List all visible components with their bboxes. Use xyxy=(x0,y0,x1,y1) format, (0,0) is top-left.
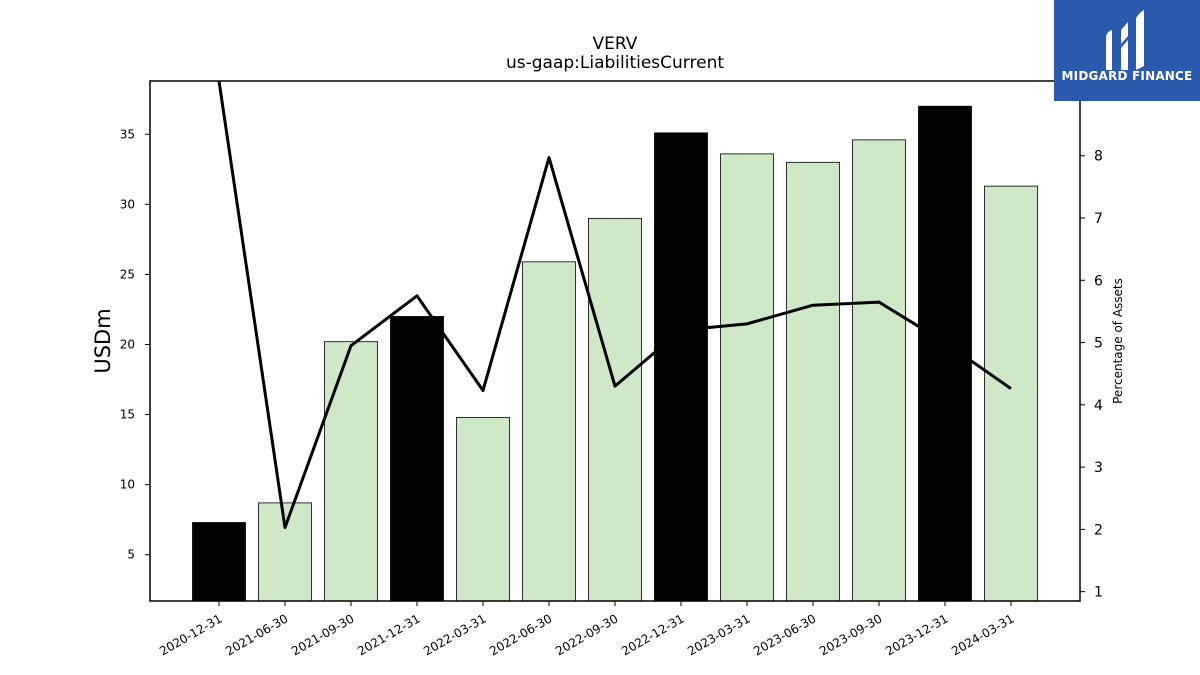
x-tick-label-2023-03-31: 2023-03-31 xyxy=(685,611,752,658)
midgard-finance-logo: MIDGARD FINANCE xyxy=(1054,0,1200,101)
bar-2022-12-31 xyxy=(654,132,708,602)
y-tick-label-10: 10 xyxy=(120,478,135,492)
x-tick-label-2021-06-30: 2021-06-30 xyxy=(223,611,290,658)
bar-2023-12-31 xyxy=(918,105,972,602)
x-tick-label-2024-03-31: 2024-03-31 xyxy=(949,611,1016,658)
y-tick-label-15: 15 xyxy=(120,408,135,422)
chart-title: VERV xyxy=(593,34,638,54)
x-tick-label-2021-09-30: 2021-09-30 xyxy=(289,611,356,658)
x-tick-label-2023-09-30: 2023-09-30 xyxy=(817,611,884,658)
logo-mark-icon xyxy=(1106,10,1144,70)
y-right-tick-label-4: 4 xyxy=(1094,398,1103,414)
x-tick-label-2022-12-31: 2022-12-31 xyxy=(619,611,686,658)
logo-text: MIDGARD FINANCE xyxy=(1061,69,1193,83)
y-right-tick-label-3: 3 xyxy=(1094,460,1103,476)
y-right-tick-label-6: 6 xyxy=(1094,273,1103,289)
x-tick-label-2021-12-31: 2021-12-31 xyxy=(355,611,422,658)
y-tick-label-20: 20 xyxy=(120,338,135,352)
bar-2021-09-30 xyxy=(324,341,378,602)
y-tick-label-30: 30 xyxy=(120,197,135,211)
line-layer xyxy=(217,81,1012,530)
x-tick-label-2023-12-31: 2023-12-31 xyxy=(883,611,950,658)
y-axis-label: USDm xyxy=(91,308,115,373)
bar-2022-09-30 xyxy=(588,217,642,602)
y-tick-label-5: 5 xyxy=(127,548,135,562)
y-right-tick-label-2: 2 xyxy=(1094,522,1103,538)
y-right-tick-label-5: 5 xyxy=(1094,336,1103,352)
bar-2021-12-31 xyxy=(390,316,444,602)
bar-2022-06-30 xyxy=(522,261,576,602)
y-tick-label-35: 35 xyxy=(120,127,135,141)
bar-2024-03-31 xyxy=(984,185,1038,602)
x-tick-label-2022-09-30: 2022-09-30 xyxy=(553,611,620,658)
y-axis-right-label: Percentage of Assets xyxy=(1111,278,1125,404)
x-tick-label-2022-03-31: 2022-03-31 xyxy=(421,611,488,658)
bar-2022-03-31 xyxy=(456,416,510,602)
x-tick-label-2020-12-31: 2020-12-31 xyxy=(157,611,224,658)
chart-subtitle: us-gaap:LiabilitiesCurrent xyxy=(506,53,724,73)
y-right-tick-label-8: 8 xyxy=(1094,149,1103,165)
percentage-line xyxy=(217,81,1012,530)
bar-2020-12-31 xyxy=(192,522,246,602)
x-tick-label-2022-06-30: 2022-06-30 xyxy=(487,611,554,658)
y-tick-label-25: 25 xyxy=(120,267,135,281)
bar-2023-06-30 xyxy=(786,161,840,602)
bar-2023-09-30 xyxy=(852,139,906,602)
x-tick-label-2023-06-30: 2023-06-30 xyxy=(751,611,818,658)
bar-2023-03-31 xyxy=(720,153,774,602)
y-right-tick-label-1: 1 xyxy=(1094,585,1103,601)
y-right-tick-label-7: 7 xyxy=(1094,211,1103,227)
bars-layer xyxy=(192,105,1038,602)
